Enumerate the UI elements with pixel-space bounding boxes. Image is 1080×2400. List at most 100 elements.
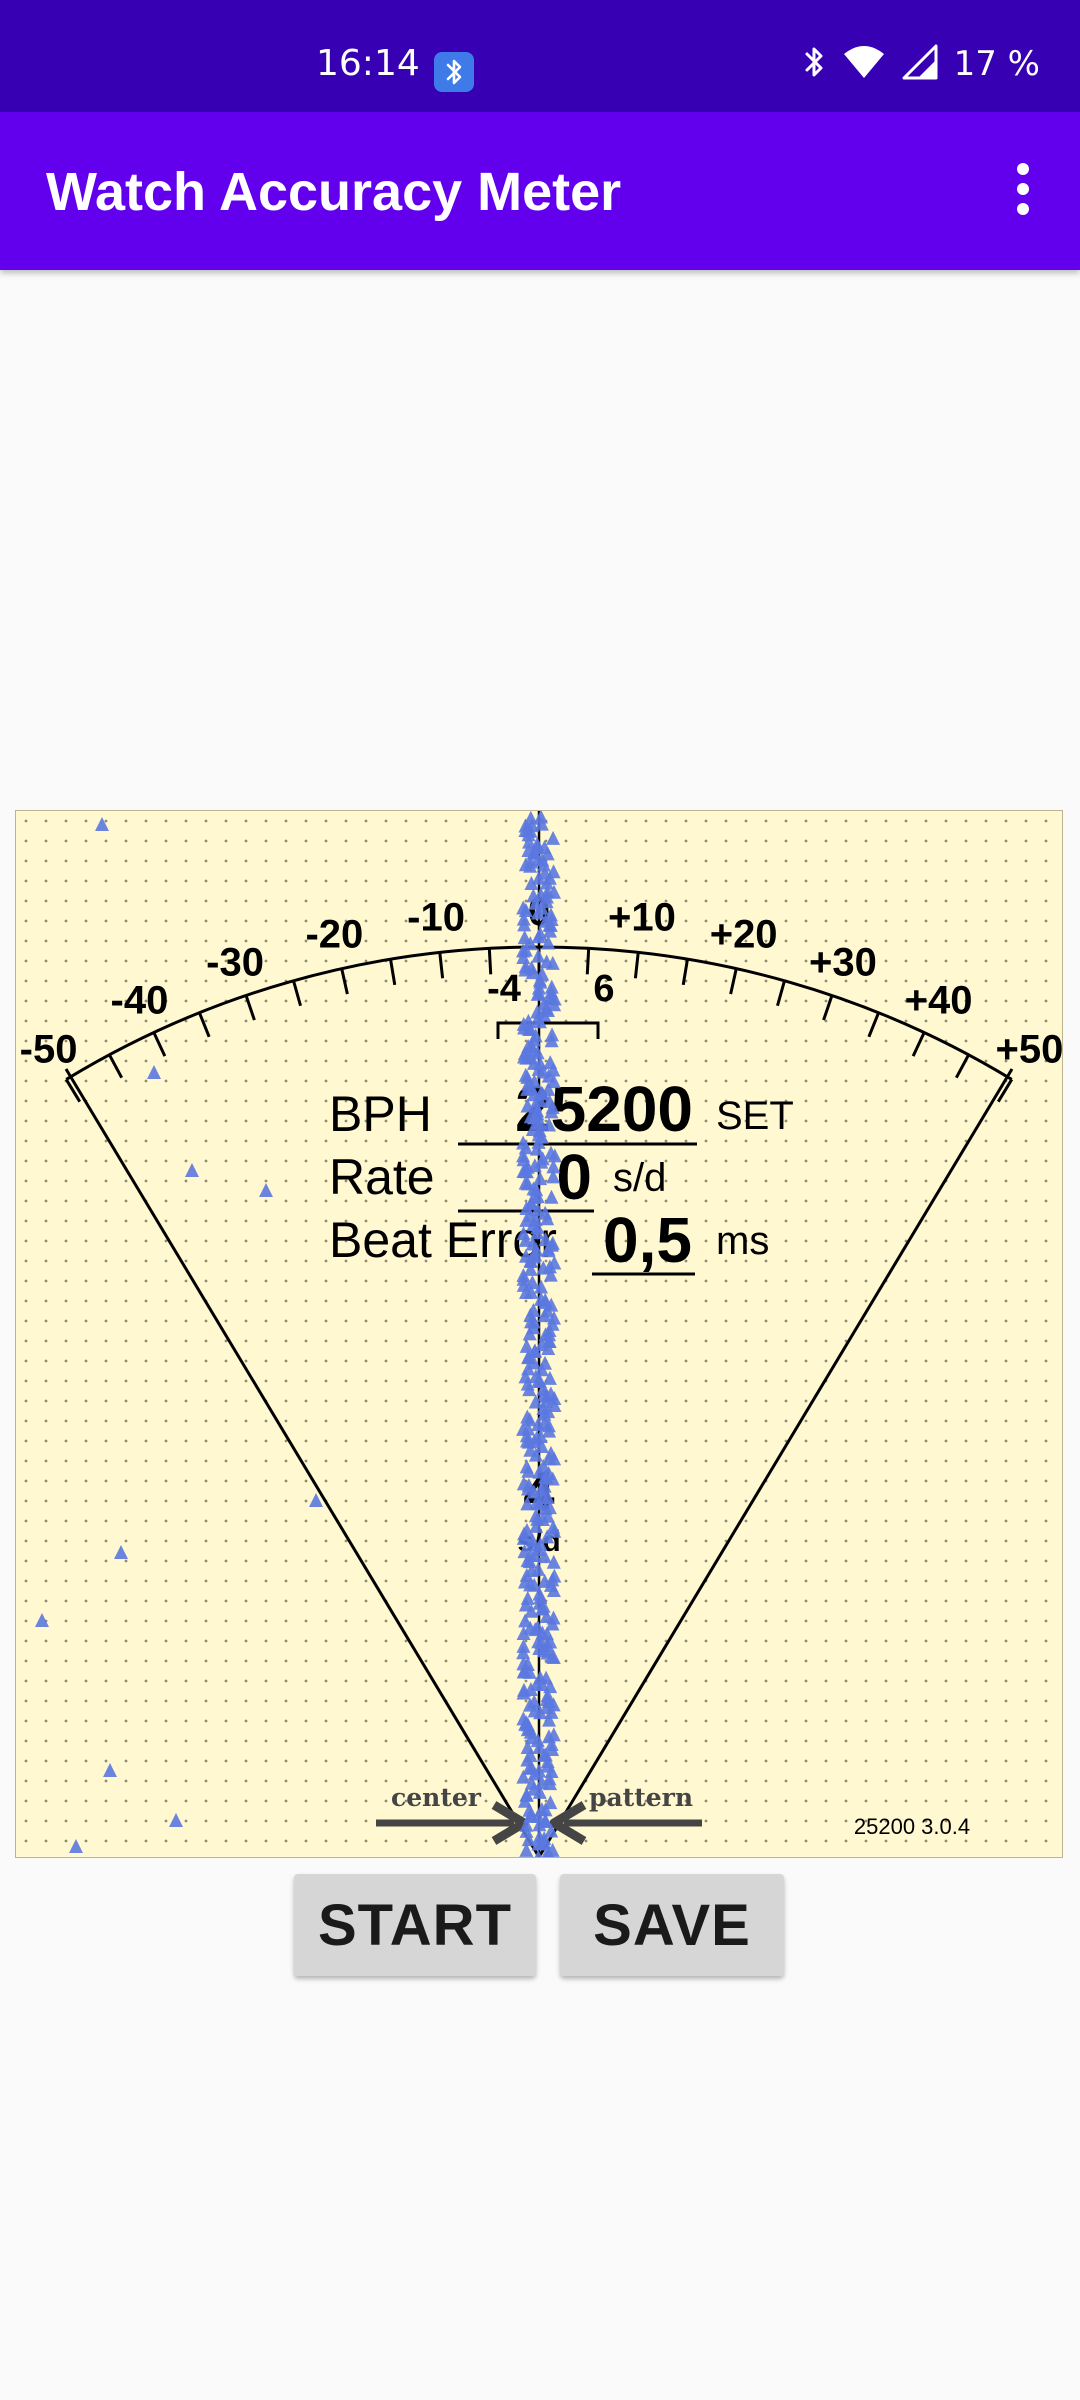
- beat-point: [518, 1232, 533, 1247]
- beat-point: [529, 1518, 544, 1533]
- beat-point: [543, 1267, 558, 1282]
- beat-point: [521, 1463, 536, 1478]
- inner-bracket: [496, 1021, 600, 1039]
- beat-point: [522, 1382, 537, 1397]
- beat-point: [309, 1493, 323, 1507]
- beat-point: [521, 1832, 536, 1847]
- scale-tick: [911, 1031, 926, 1057]
- beat-point: [538, 1802, 553, 1817]
- scale-tick: [152, 1031, 167, 1057]
- beat-point: [527, 1703, 542, 1718]
- beat-point: [516, 1685, 531, 1700]
- beat-point: [545, 1742, 560, 1757]
- beat-point: [537, 1406, 552, 1421]
- beat-point: [537, 1308, 552, 1323]
- app-title: Watch Accuracy Meter: [46, 162, 622, 222]
- battery-percent: 17 %: [953, 44, 1040, 84]
- beat-point: [534, 1835, 549, 1850]
- beat-point: [523, 1261, 538, 1276]
- scale-tick: [867, 1012, 880, 1038]
- beat-point: [530, 1045, 545, 1060]
- beat-point: [519, 1338, 534, 1353]
- beat-point: [529, 1141, 544, 1156]
- center-caption: center: [391, 1783, 482, 1812]
- beat-point: [542, 1370, 557, 1385]
- beat-point: [523, 1682, 538, 1697]
- inner-label-minus: -4: [487, 968, 521, 1010]
- beat-point: [543, 1776, 558, 1791]
- scale-tick: [776, 980, 786, 1007]
- scale-label: +30: [809, 940, 877, 984]
- beat-point: [519, 1823, 534, 1838]
- beat-point: [534, 1849, 542, 1857]
- beat-error-value: 0,5: [603, 1204, 692, 1276]
- pattern-caption: pattern: [589, 1783, 693, 1812]
- beat-point: [546, 830, 561, 845]
- beat-point: [531, 948, 546, 963]
- beat-point: [541, 1243, 556, 1258]
- beat-point: [532, 1014, 547, 1029]
- rate-label: Rate: [329, 1149, 435, 1205]
- bph-label: BPH: [329, 1086, 432, 1142]
- beat-point: [517, 1164, 532, 1179]
- scale-tick: [389, 958, 397, 986]
- beat-point: [538, 1232, 553, 1247]
- beat-point: [532, 1763, 547, 1778]
- beat-point: [534, 816, 549, 831]
- beat-error-unit: ms: [716, 1219, 769, 1263]
- accuracy-meter: -50 -40 -30 -20 -10 0 +10 +20 +30 +40 +50 -4 6 BPH…: [15, 810, 1063, 1858]
- beat-point: [541, 935, 556, 950]
- beat-point: [534, 1085, 549, 1100]
- beat-point: [522, 1664, 537, 1679]
- scale-label: -30: [206, 940, 264, 984]
- bluetooth-badge-icon: [434, 52, 474, 92]
- beat-point: [522, 1554, 537, 1569]
- scale-tick: [822, 994, 834, 1021]
- scale-tick: [633, 952, 640, 979]
- beat-point: [519, 1842, 534, 1857]
- beat-point: [530, 1733, 545, 1748]
- beat-point: [542, 1451, 557, 1466]
- version-label: 25200 3.0.4: [854, 1814, 970, 1839]
- scale-label: -40: [111, 979, 169, 1023]
- bph-set-button[interactable]: SET: [716, 1094, 794, 1138]
- scale-label: +10: [608, 896, 676, 940]
- beat-point: [518, 857, 533, 872]
- beat-point: [531, 1373, 546, 1388]
- beat-point: [545, 1471, 560, 1486]
- beat-point: [518, 1284, 533, 1299]
- pattern-pointer-arrow-icon: [549, 1801, 587, 1845]
- beat-point: [546, 884, 561, 899]
- status-icons: 17 %: [802, 44, 1040, 84]
- beat-point: [517, 1049, 532, 1064]
- beat-point: [543, 1848, 552, 1857]
- rate-value: 0: [556, 1141, 592, 1213]
- more-vert-icon: [1017, 163, 1029, 215]
- beat-point: [536, 857, 551, 872]
- beat-point: [534, 1362, 549, 1377]
- beat-point: [543, 1679, 558, 1694]
- beat-point: [537, 1549, 552, 1564]
- beat-point: [531, 870, 546, 885]
- beat-point: [534, 1439, 549, 1454]
- start-button[interactable]: START: [294, 1874, 536, 1976]
- beat-point: [533, 1429, 548, 1444]
- save-button[interactable]: SAVE: [560, 1874, 784, 1976]
- beat-point: [533, 811, 548, 824]
- beat-point: [147, 1065, 161, 1079]
- scale-labels: -50-40-30-20-100+10+20+30+40+50: [20, 890, 1062, 1071]
- beat-point: [534, 1279, 549, 1294]
- overflow-menu-button[interactable]: [980, 146, 1066, 232]
- beat-point: [259, 1183, 273, 1197]
- beat-point: [546, 1169, 561, 1184]
- beat-point: [545, 1649, 560, 1664]
- beat-point: [525, 1274, 540, 1289]
- beat-point: [528, 1394, 543, 1409]
- inner-label-plus: 6: [593, 968, 614, 1010]
- beat-point: [540, 1529, 555, 1544]
- beat-point: [523, 1253, 538, 1268]
- beat-point: [524, 875, 539, 890]
- beat-point: [544, 1104, 559, 1119]
- scale-tick: [108, 1054, 123, 1079]
- app-bar: Watch Accuracy Meter: [0, 112, 1080, 270]
